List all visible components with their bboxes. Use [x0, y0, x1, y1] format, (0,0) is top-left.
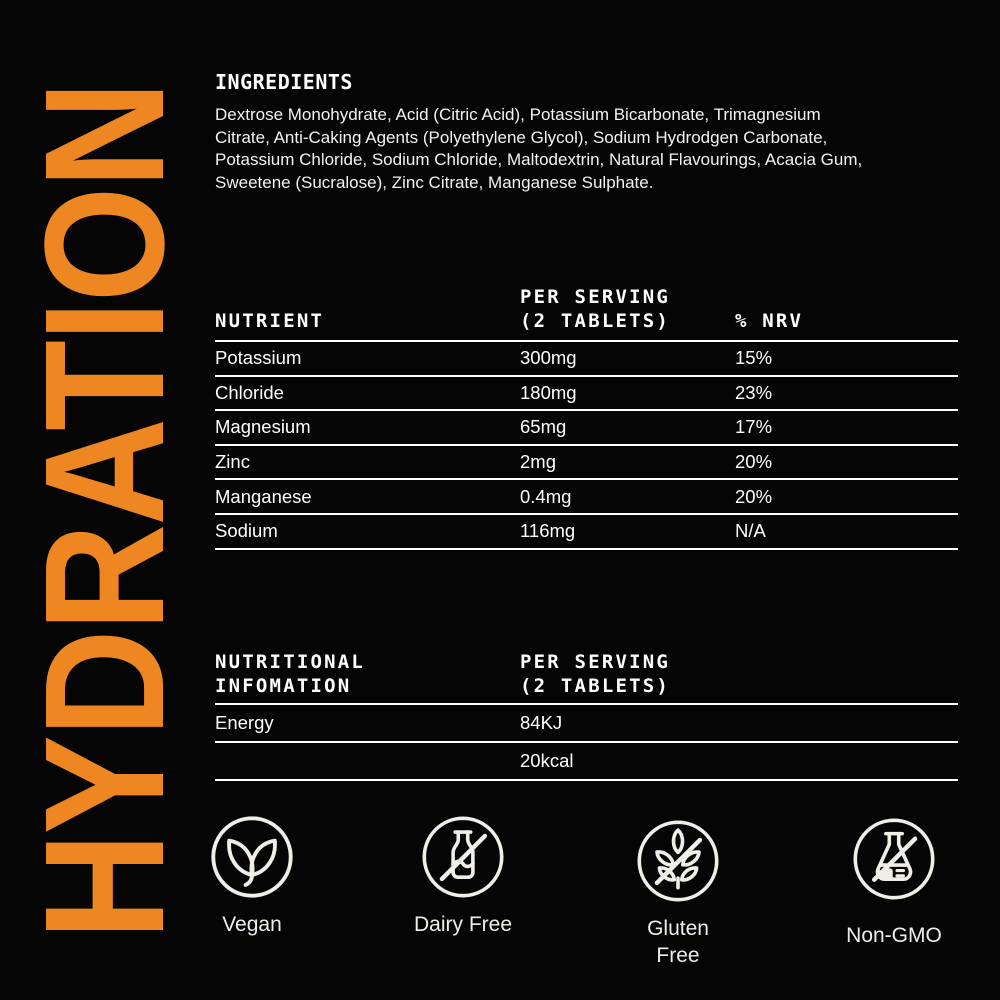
- nutrient-amount: 116mg: [520, 520, 576, 542]
- info-value: 84KJ: [520, 712, 563, 733]
- header-per-serving-line1: PER SERVING: [520, 651, 671, 673]
- nutrition-info-header: NUTRITIONAL INFOMATION PER SERVING (2 TA…: [215, 648, 958, 705]
- nutrition-info-table: NUTRITIONAL INFOMATION PER SERVING (2 TA…: [215, 648, 958, 781]
- header-nrv: % NRV: [735, 310, 804, 332]
- nutrient-name: Chloride: [215, 381, 284, 403]
- ingredients-text-line: Potassium Chloride, Sodium Chloride, Mal…: [215, 150, 863, 169]
- badge-dairy-free: Dairy Free: [378, 814, 548, 938]
- badge-label: Dairy Free: [413, 913, 513, 936]
- nutrient-table-header: NUTRIENT PER SERVING (2 TABLETS) % NRV: [215, 286, 958, 342]
- nutrient-amount: 65mg: [520, 416, 567, 438]
- nutrient-amount: 180mg: [520, 381, 577, 403]
- nutrient-amount: 2mg: [520, 451, 556, 473]
- nutrient-nrv: 17%: [735, 416, 773, 438]
- nutrient-nrv: 20%: [735, 451, 773, 473]
- table-row: Manganese 0.4mg 20%: [215, 480, 958, 515]
- nutrient-nrv: N/A: [735, 520, 766, 542]
- header-nutrient: NUTRIENT: [215, 310, 325, 332]
- nutrient-name: Sodium: [215, 520, 278, 542]
- badge-non-gmo: Non-GMO: [809, 816, 979, 949]
- header-per-serving: PER SERVING (2 TABLETS): [520, 650, 735, 698]
- ingredients-section: INGREDIENTS Dextrose Monohydrate, Acid (…: [215, 70, 963, 194]
- header-per-serving-line2: (2 TABLETS): [520, 310, 671, 332]
- header-title-line1: NUTRITIONAL: [215, 651, 366, 673]
- info-value: 20kcal: [520, 750, 574, 771]
- badge-label: Vegan: [222, 913, 282, 936]
- badge-label: Gluten Free: [647, 917, 709, 967]
- header-per-serving-line1: PER SERVING: [520, 286, 671, 308]
- ingredients-text-line: Dextrose Monohydrate, Acid (Citric Acid)…: [215, 105, 821, 124]
- vegan-leaf-icon: [211, 816, 293, 898]
- table-row: Chloride 180mg 23%: [215, 377, 958, 412]
- nutrient-nrv: 20%: [735, 485, 773, 507]
- nutrient-name: Magnesium: [215, 416, 311, 438]
- badge-gluten-free: Gluten Free: [593, 818, 763, 969]
- ingredients-text-line: Sweetene (Sucralose), Zinc Citrate, Mang…: [215, 172, 654, 192]
- table-row: Potassium 300mg 15%: [215, 342, 958, 377]
- vertical-title-text: HYDRATION: [10, 82, 200, 940]
- nutrient-amount: 300mg: [520, 347, 577, 369]
- header-nutritional-information: NUTRITIONAL INFOMATION: [215, 650, 520, 698]
- nutrient-amount: 0.4mg: [520, 485, 572, 507]
- no-gmo-icon: [853, 818, 935, 900]
- badge-vegan: Vegan: [167, 814, 337, 938]
- table-row: 20kcal: [215, 743, 958, 781]
- nutrient-nrv: 15%: [735, 347, 773, 369]
- table-row: Energy 84KJ: [215, 705, 958, 743]
- table-row: Magnesium 65mg 17%: [215, 411, 958, 446]
- nutrient-name: Zinc: [215, 451, 250, 473]
- info-label: Energy: [215, 712, 274, 733]
- ingredients-text-line: Citrate, Anti-Caking Agents (Polyethylen…: [215, 127, 828, 147]
- header-per-serving-line2: (2 TABLETS): [520, 675, 671, 697]
- no-dairy-icon: [422, 816, 504, 898]
- table-row: Zinc 2mg 20%: [215, 446, 958, 481]
- ingredients-heading: INGREDIENTS: [215, 70, 353, 94]
- nutrient-name: Manganese: [215, 485, 312, 507]
- header-per-serving: PER SERVING (2 TABLETS): [520, 285, 735, 333]
- nutrient-name: Potassium: [215, 347, 302, 369]
- nutrient-table: NUTRIENT PER SERVING (2 TABLETS) % NRV P…: [215, 286, 958, 550]
- table-row: Sodium 116mg N/A: [215, 515, 958, 550]
- no-gluten-icon: [637, 820, 719, 902]
- nutrient-nrv: 23%: [735, 381, 773, 403]
- vertical-title: HYDRATION: [10, 58, 200, 940]
- badge-label: Non-GMO: [846, 924, 942, 947]
- header-title-line2: INFOMATION: [215, 675, 352, 697]
